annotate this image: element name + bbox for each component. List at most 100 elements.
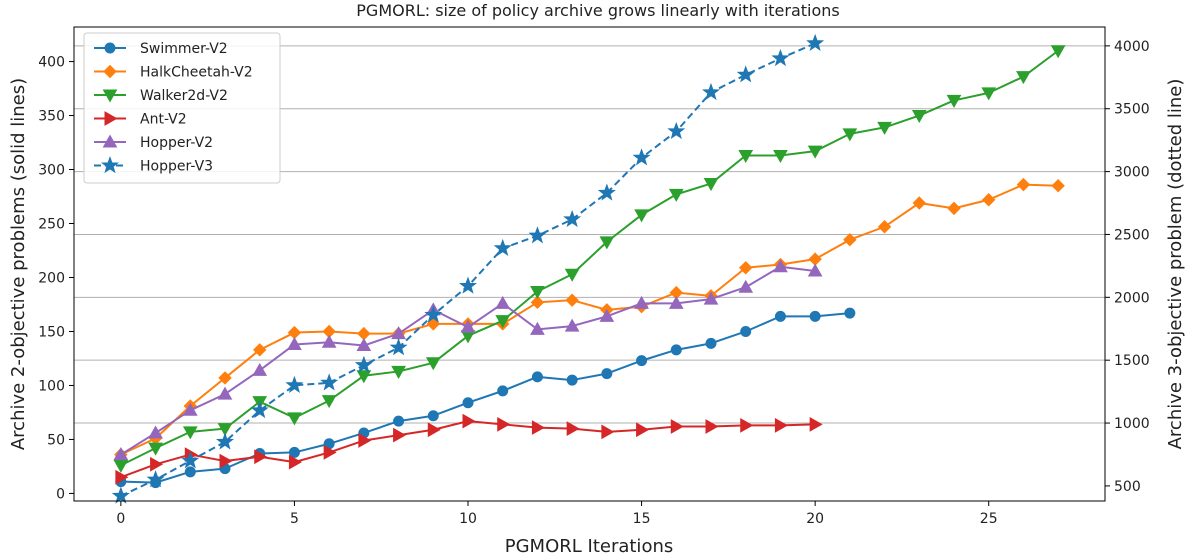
y-right-tick-label: 2000 <box>1114 290 1150 306</box>
legend-box <box>83 32 281 184</box>
data-point <box>601 368 613 380</box>
data-point <box>148 442 163 456</box>
data-point <box>393 427 407 443</box>
data-point <box>184 466 196 478</box>
y-right-tick-label: 3000 <box>1114 165 1150 181</box>
y-right-tick-label: 4000 <box>1114 39 1150 55</box>
data-point <box>426 317 440 331</box>
data-point <box>285 375 304 393</box>
data-point <box>634 209 649 223</box>
data-point <box>111 486 130 504</box>
data-point <box>668 188 684 202</box>
data-point <box>148 425 163 439</box>
data-point <box>739 261 753 275</box>
series-hopper-v2 <box>113 259 823 461</box>
data-point <box>771 48 790 67</box>
y-left-tick-label: 300 <box>38 163 65 179</box>
data-point <box>357 326 371 341</box>
data-point <box>809 416 823 432</box>
data-point <box>250 401 269 419</box>
data-point <box>807 145 823 159</box>
data-point <box>495 315 511 329</box>
data-point <box>597 183 616 201</box>
data-point <box>982 193 996 207</box>
data-point <box>740 325 752 337</box>
x-tick-label: 5 <box>290 511 299 527</box>
y-left-tick-label: 100 <box>38 378 65 394</box>
data-point <box>254 449 268 465</box>
data-point <box>807 263 823 277</box>
data-point <box>288 454 302 470</box>
x-tick-label: 15 <box>633 511 651 527</box>
data-point <box>146 470 165 488</box>
data-point <box>946 94 962 108</box>
legend-label: Walker2d-V2 <box>140 88 228 104</box>
data-point <box>877 220 892 234</box>
data-point <box>425 357 441 371</box>
data-point <box>1016 71 1031 85</box>
data-point <box>736 65 755 83</box>
series-line <box>120 49 1059 467</box>
chart-title: PGMORL: size of policy archive grows lin… <box>356 1 839 20</box>
data-point <box>773 149 788 164</box>
legend-label: Ant-V2 <box>140 112 187 128</box>
plot-frame <box>73 26 1106 502</box>
y-right-tick-label: 1000 <box>1114 416 1150 432</box>
data-point <box>705 337 717 349</box>
legend-item: HalkCheetah-V2 <box>94 65 253 81</box>
y-left-tick-label: 150 <box>38 324 65 340</box>
data-point <box>636 422 650 438</box>
data-point <box>842 128 858 142</box>
data-point <box>323 445 337 460</box>
data-point <box>427 410 439 422</box>
data-point <box>462 397 474 409</box>
series-line <box>120 183 1059 456</box>
data-point <box>703 178 719 192</box>
data-point <box>703 291 719 305</box>
legend-marker <box>104 42 116 54</box>
data-point <box>566 374 578 386</box>
data-point <box>253 343 267 357</box>
legend-marker <box>100 156 120 174</box>
data-point <box>356 338 372 352</box>
data-point <box>321 395 337 409</box>
data-point <box>356 370 372 384</box>
data-point <box>320 373 339 391</box>
data-point <box>564 318 580 332</box>
legend-marker <box>103 64 117 79</box>
legend-label: HalkCheetah-V2 <box>140 65 253 81</box>
data-point <box>217 423 233 437</box>
series-layer <box>111 33 1066 504</box>
y-left-tick-label: 350 <box>38 109 65 125</box>
legend: Swimmer-V2 HalkCheetah-V2 Walker2d-V2 Ant-V… <box>83 32 281 184</box>
data-point <box>182 402 198 416</box>
data-point <box>773 259 788 273</box>
y-axis-left: 0 50 100 150 200 250 300 350 400 <box>38 55 74 502</box>
data-point <box>531 371 543 383</box>
series-halkcheetah-v2 <box>114 177 1065 462</box>
data-point <box>493 238 512 256</box>
legend-marker <box>102 89 118 103</box>
y-axis-left-title: Archive 2-objective problems (solid line… <box>8 78 29 450</box>
data-point <box>182 426 198 440</box>
legend-label: Swimmer-V2 <box>140 41 228 57</box>
data-point <box>701 82 721 101</box>
data-point <box>670 344 682 356</box>
data-point <box>321 334 337 348</box>
y-axis-right: 500 1000 1500 2000 2500 3000 3500 4000 <box>1105 39 1150 495</box>
data-point <box>632 148 651 166</box>
data-point <box>113 459 129 473</box>
data-point <box>458 276 478 294</box>
data-point <box>531 420 545 435</box>
x-tick-label: 20 <box>806 511 824 527</box>
data-point <box>774 310 786 322</box>
legend-marker <box>102 134 118 148</box>
legend-item: Walker2d-V2 <box>94 88 228 104</box>
y-left-tick-label: 200 <box>38 270 65 286</box>
data-point <box>497 416 511 432</box>
data-point <box>424 305 443 323</box>
data-point <box>634 295 649 309</box>
legend-item: Hopper-V3 <box>94 156 213 175</box>
y-right-tick-label: 1500 <box>1114 353 1150 369</box>
series-walker2d-v2 <box>113 45 1066 473</box>
